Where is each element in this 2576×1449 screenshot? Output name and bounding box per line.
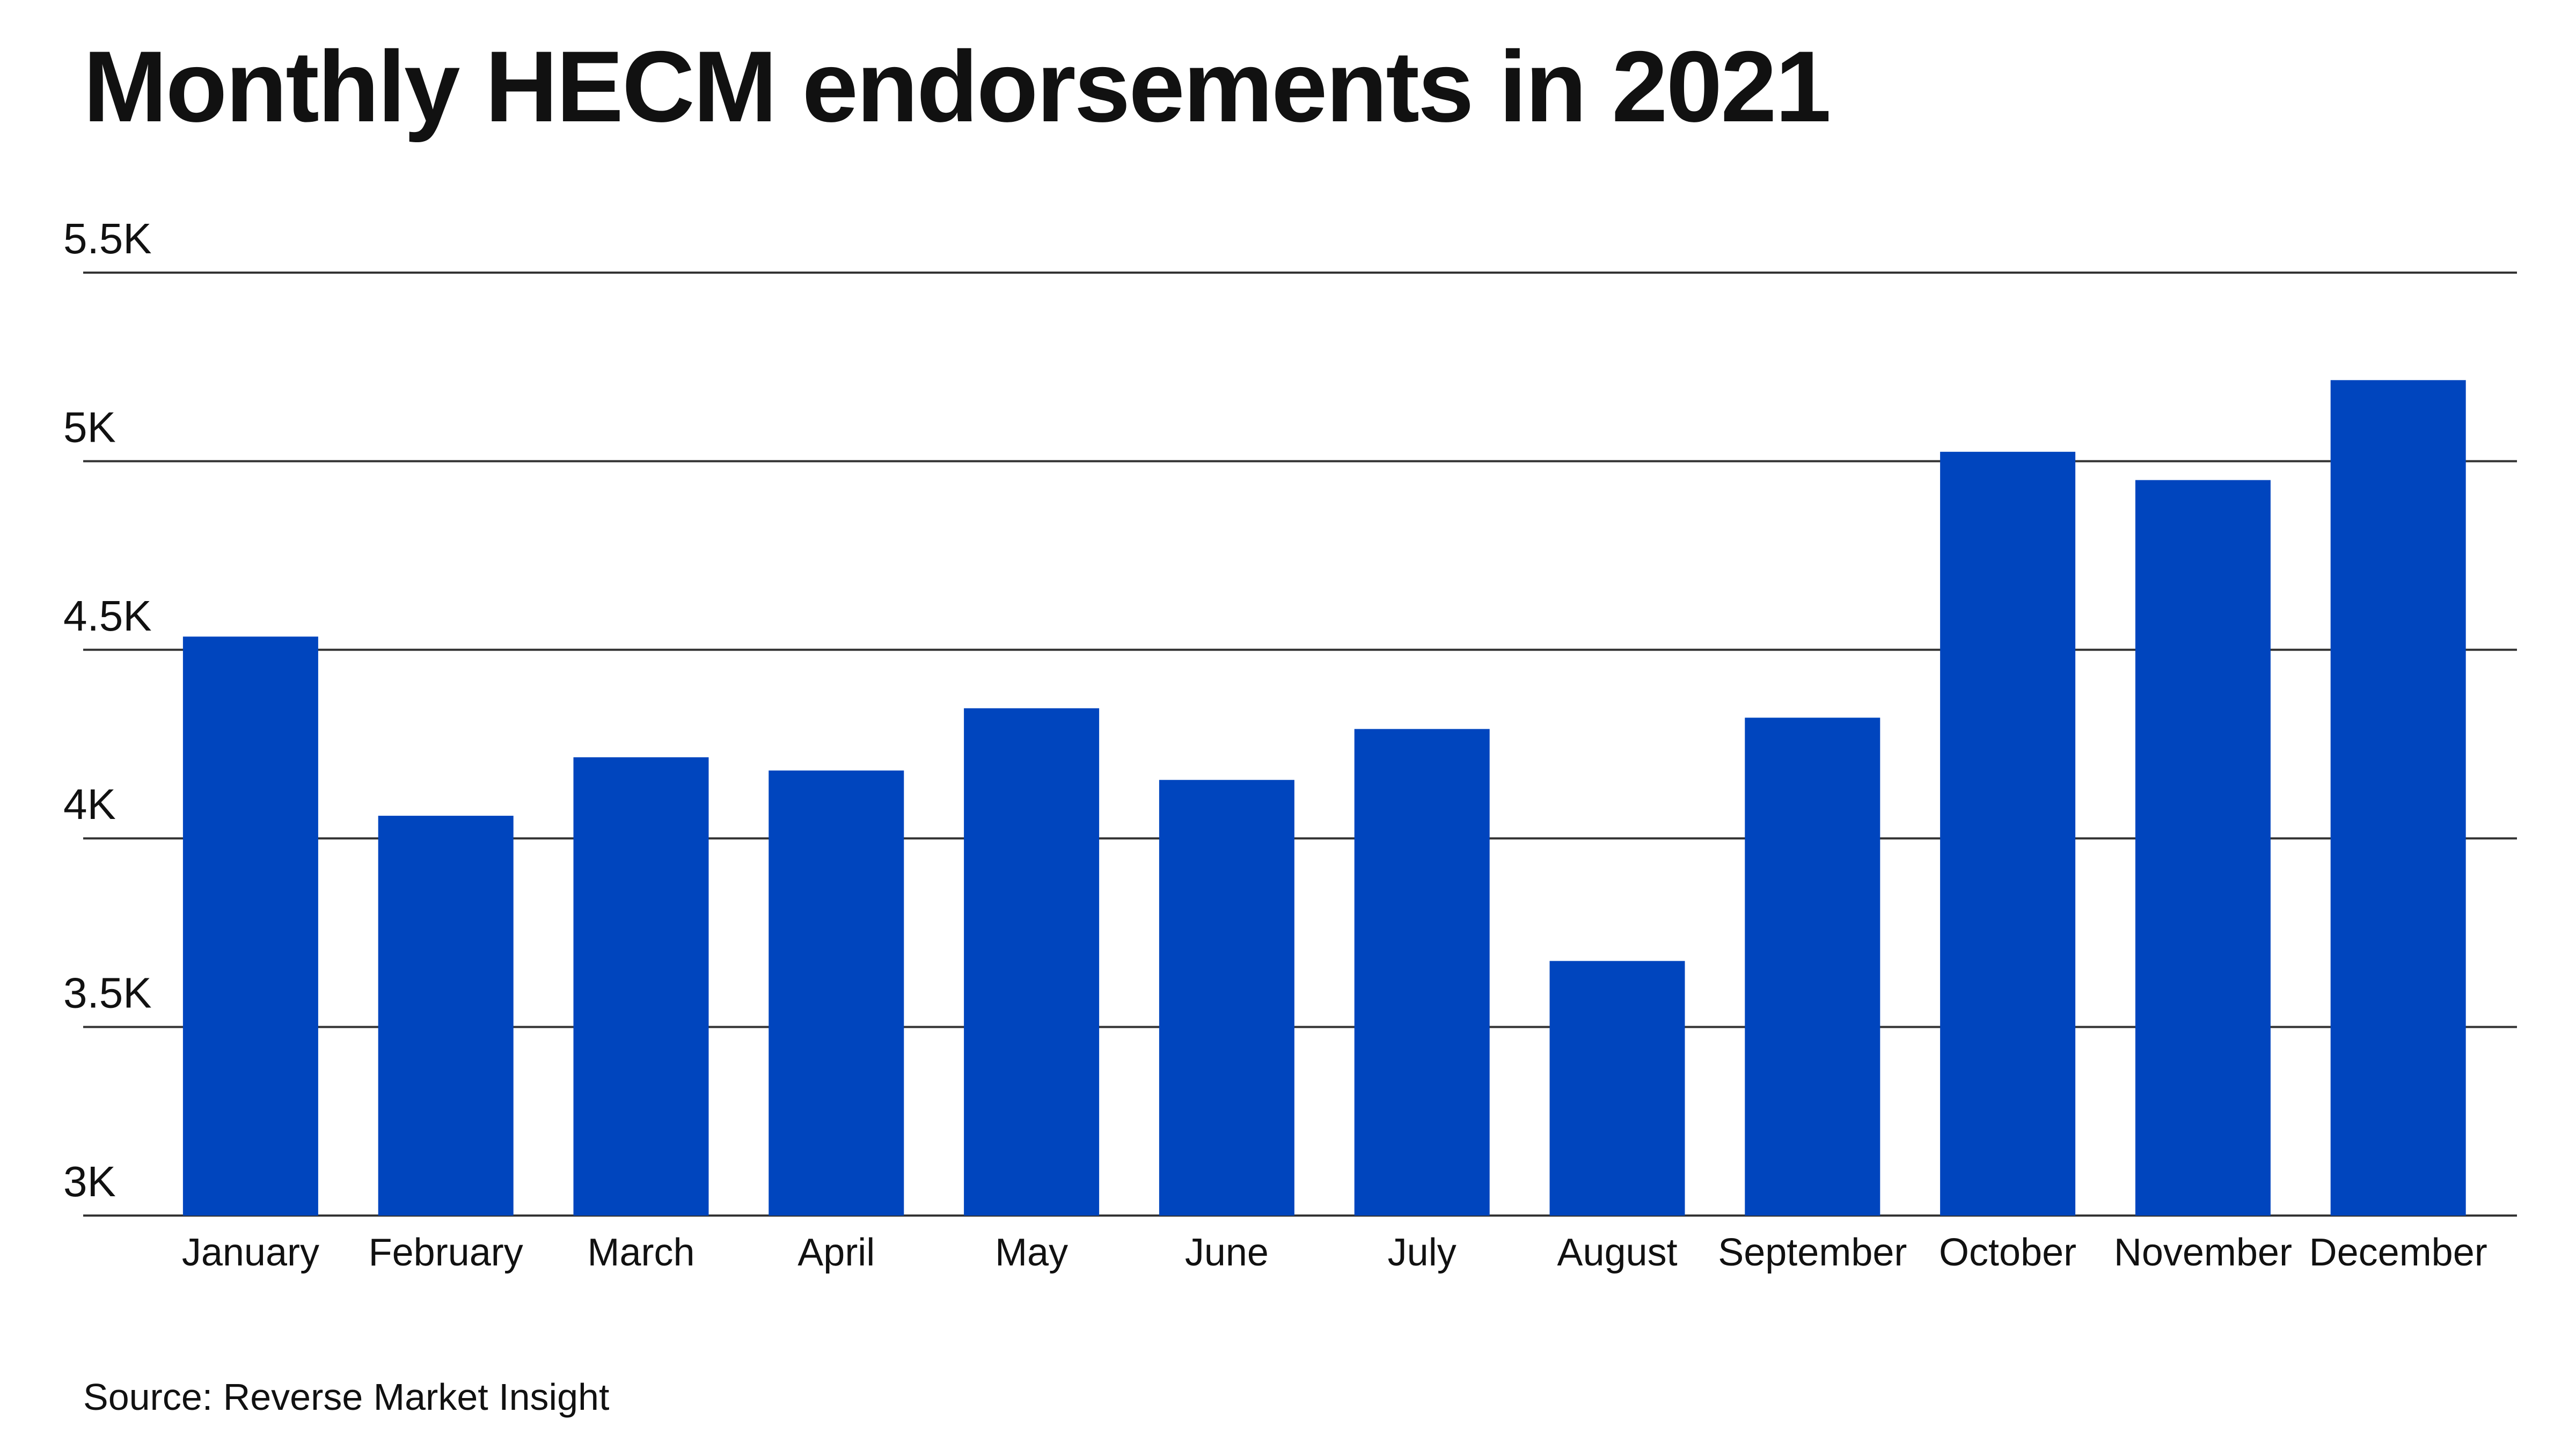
bars	[182, 380, 2466, 1216]
bar-february	[378, 816, 514, 1216]
bar-august	[1549, 961, 1685, 1216]
y-tick-label: 4K	[63, 780, 116, 828]
x-tick-label: April	[797, 1231, 875, 1274]
y-tick-label: 3.5K	[63, 969, 152, 1017]
x-tick-label: February	[369, 1231, 523, 1274]
x-tick-label: June	[1185, 1231, 1269, 1274]
y-tick-label: 4.5K	[63, 592, 152, 640]
bar-january	[182, 636, 318, 1216]
x-tick-label: January	[182, 1231, 319, 1274]
bar-may	[964, 708, 1100, 1216]
x-tick-label: August	[1557, 1231, 1677, 1274]
bar-july	[1354, 729, 1490, 1216]
bar-december	[2330, 380, 2466, 1216]
chart-title: Monthly HECM endorsements in 2021	[83, 30, 1831, 143]
y-tick-label: 5.5K	[63, 215, 152, 262]
x-tick-label: July	[1388, 1231, 1457, 1274]
y-tick-label: 5K	[63, 403, 116, 451]
source-note: Source: Reverse Market Insight	[83, 1376, 610, 1418]
bar-october	[1940, 451, 2076, 1216]
bar-june	[1159, 780, 1294, 1216]
x-tick-label: November	[2114, 1231, 2292, 1274]
y-axis-ticks: 3K 3.5K 4K 4.5K 5K 5.5K	[63, 215, 152, 1205]
x-tick-label: May	[995, 1231, 1068, 1274]
bar-april	[769, 770, 904, 1216]
x-tick-label: December	[2309, 1231, 2487, 1274]
x-tick-label: October	[1939, 1231, 2076, 1274]
bar-september	[1745, 718, 1880, 1216]
y-tick-label: 3K	[63, 1158, 116, 1205]
bar-march	[573, 757, 709, 1216]
x-tick-label: September	[1718, 1231, 1907, 1274]
bar-november	[2135, 480, 2271, 1216]
x-axis-labels: January February March April May June July Augu…	[182, 1231, 2487, 1274]
x-tick-label: March	[587, 1231, 694, 1274]
